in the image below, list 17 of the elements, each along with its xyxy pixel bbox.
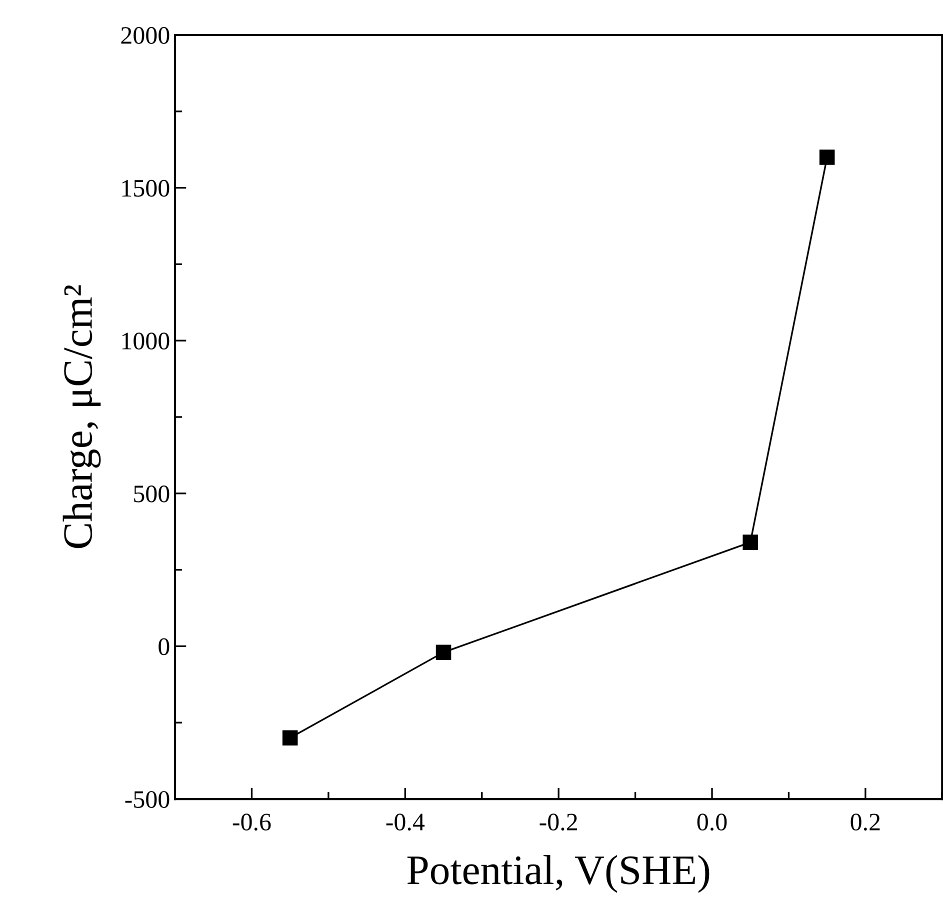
point	[819, 150, 835, 165]
y-tick-label: 500	[134, 485, 170, 502]
x-axis-title: Potential, V(SHE)	[407, 855, 710, 893]
y-tick-label: 0	[158, 638, 170, 656]
point	[436, 644, 452, 660]
point	[282, 730, 298, 746]
x-tick-label: -0.4	[386, 814, 425, 831]
x-tick-label: -0.2	[540, 814, 577, 831]
x-tick-label: 0.2	[850, 814, 880, 831]
y-tick-label: 1500	[122, 180, 170, 197]
y-axis-title: Charge, μC/cm²	[62, 285, 101, 548]
x-tick-label: 0.0	[697, 814, 727, 831]
y-tick-label: 1000	[122, 332, 170, 350]
x-tick-label: -0.6	[232, 814, 271, 831]
y-tick-label: 2000	[121, 27, 170, 44]
point	[742, 534, 758, 550]
y-tick-label: -500	[125, 791, 170, 808]
